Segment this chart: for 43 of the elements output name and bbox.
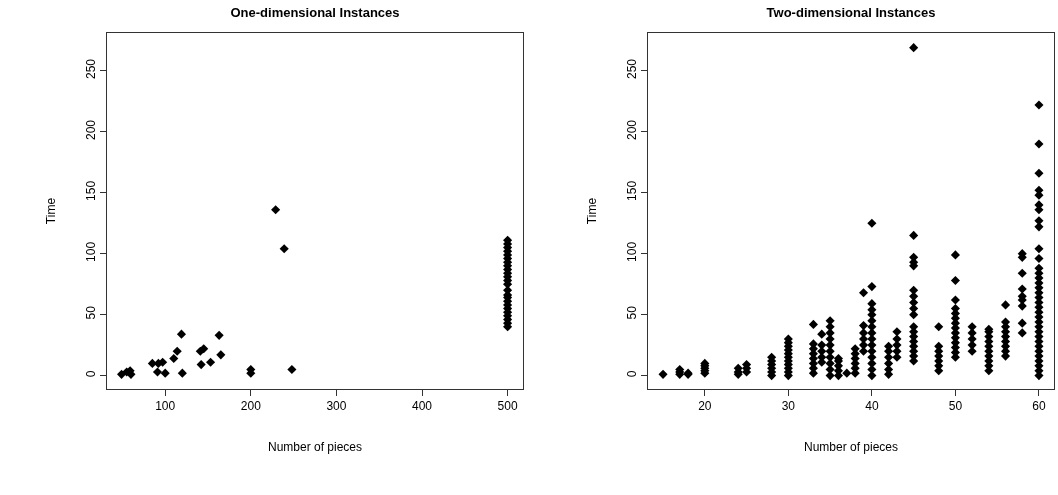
point xyxy=(176,329,187,339)
x-tick-label: 40 xyxy=(865,399,879,414)
point xyxy=(117,369,127,379)
point xyxy=(214,330,224,340)
x-axis-title: Number of pieces xyxy=(267,440,363,455)
y-tick-label: 0 xyxy=(84,370,99,378)
y-tick-label: 200 xyxy=(84,119,99,140)
chart-title: One-dimensional Instances xyxy=(230,4,400,20)
y-tick-label: 100 xyxy=(625,241,640,262)
y-tick-label: 0 xyxy=(625,370,640,378)
point xyxy=(206,357,216,367)
x-tick-label: 20 xyxy=(698,399,712,414)
x-tick-label: 200 xyxy=(240,399,262,414)
y-tick-label: 250 xyxy=(625,58,640,80)
point xyxy=(177,368,187,378)
point xyxy=(196,360,206,370)
y-axis-title: Time xyxy=(584,197,599,225)
point xyxy=(216,350,226,360)
point xyxy=(152,367,163,377)
y-tick-label: 50 xyxy=(625,305,640,320)
chart-title: Two-dimensional Instances xyxy=(766,4,936,20)
y-axis-title: Time xyxy=(43,197,58,225)
x-tick-label: 50 xyxy=(948,399,963,414)
x-tick-label: 300 xyxy=(326,399,347,414)
y-tick-label: 50 xyxy=(84,305,99,320)
point xyxy=(160,368,170,378)
point xyxy=(271,205,281,215)
y-tick-label: 150 xyxy=(84,180,99,201)
y-tick-label: 100 xyxy=(84,241,99,262)
x-tick-label: 500 xyxy=(497,399,518,414)
point xyxy=(172,346,182,356)
x-tick-label: 60 xyxy=(1032,399,1046,414)
point xyxy=(169,353,179,364)
point xyxy=(199,344,209,354)
x-tick-label: 100 xyxy=(155,399,176,414)
point xyxy=(279,244,289,254)
y-tick-label: 250 xyxy=(84,58,99,80)
x-tick-label: 400 xyxy=(411,399,433,414)
x-axis-title: Number of pieces xyxy=(803,440,899,455)
point xyxy=(287,364,297,375)
y-tick-label: 150 xyxy=(625,180,640,201)
x-tick-label: 30 xyxy=(781,399,796,414)
y-tick-label: 200 xyxy=(625,119,640,140)
